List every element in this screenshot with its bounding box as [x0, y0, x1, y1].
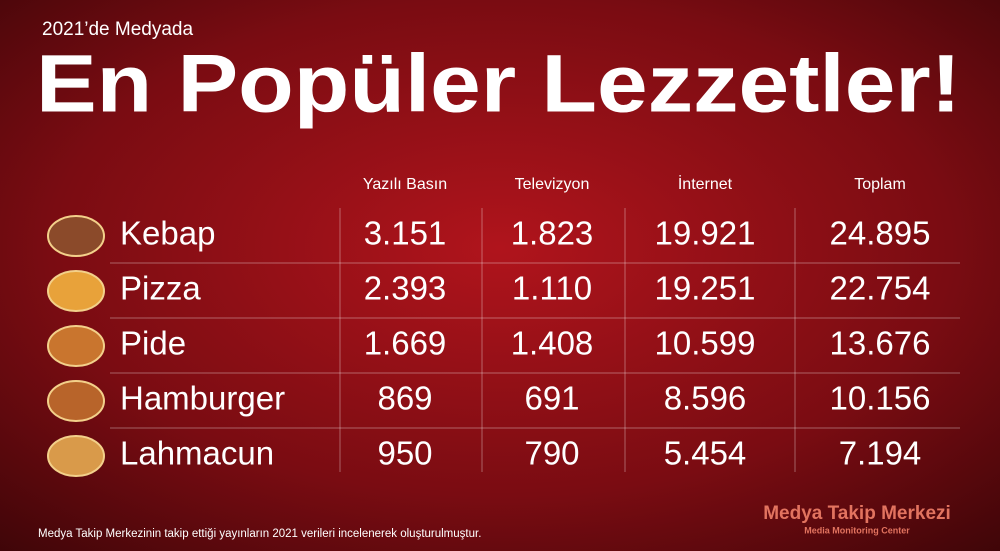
food-icon	[47, 435, 105, 477]
cell-value: 10.156	[830, 380, 931, 417]
cell-value: 7.194	[839, 435, 922, 472]
column-header: İnternet	[678, 174, 733, 193]
row-label: Lahmacun	[120, 435, 274, 472]
table: Yazılı Basın Televizyon İnternet Toplam Keba…	[47, 174, 960, 477]
cell-value: 19.921	[655, 215, 756, 252]
cell-value: 22.754	[830, 270, 931, 307]
cell-value: 950	[377, 435, 432, 472]
cell-value: 13.676	[830, 325, 931, 362]
cell-value: 19.251	[655, 270, 756, 307]
cell-value: 2.393	[364, 270, 447, 307]
cell-value: 1.669	[364, 325, 447, 362]
cell-value: 1.823	[511, 215, 594, 252]
cell-value: 1.408	[511, 325, 594, 362]
column-header: Yazılı Basın	[363, 176, 447, 193]
cell-value: 790	[524, 435, 579, 472]
footnote: Medya Takip Merkezinin takip ettiği yayı…	[38, 528, 481, 540]
food-icon	[47, 215, 105, 257]
cell-value: 869	[377, 380, 432, 417]
logo: Medya Takip Merkezi	[763, 503, 951, 524]
cell-value: 10.599	[655, 325, 756, 362]
row-label: Kebap	[120, 215, 215, 252]
cell-value: 691	[524, 380, 579, 417]
food-icon	[47, 325, 105, 367]
food-icon	[47, 380, 105, 422]
cell-value: 24.895	[830, 215, 931, 252]
cell-value: 8.596	[664, 380, 747, 417]
cell-value: 5.454	[664, 435, 747, 472]
column-header: Toplam	[854, 176, 906, 193]
cell-value: 1.110	[512, 270, 592, 307]
logo-subtitle: Media Monitoring Center	[804, 525, 910, 535]
row-label: Pizza	[120, 270, 201, 307]
row-label: Pide	[120, 325, 186, 362]
title: En Popüler Lezzetler!	[36, 39, 961, 130]
cell-value: 3.151	[364, 215, 447, 252]
food-icon	[47, 270, 105, 312]
row-label: Hamburger	[120, 380, 285, 417]
column-header: Televizyon	[515, 176, 590, 193]
subtitle: 2021’de Medyada	[42, 19, 193, 40]
